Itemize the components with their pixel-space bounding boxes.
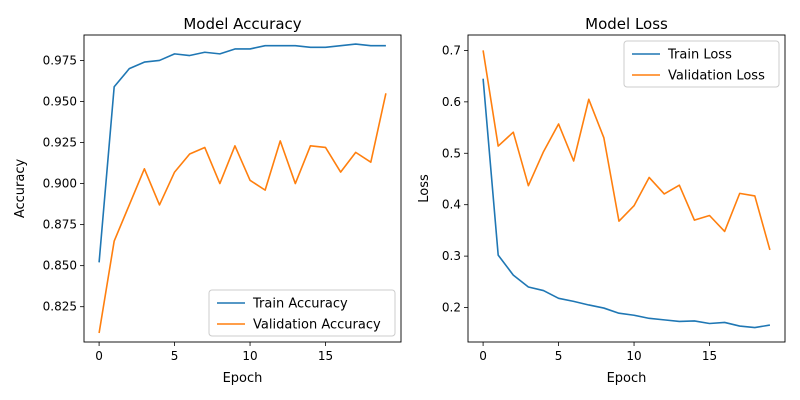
accuracy-x-tick-label: 15 [318, 349, 333, 363]
validation-loss-legend-label: Validation Loss [668, 69, 765, 84]
loss-x-tick-label: 0 [479, 349, 487, 363]
loss-y-ticks: 0.2 0.3 0.4 0.5 0.6 0.7 [442, 43, 468, 315]
validation-accuracy-legend-label: Validation Accuracy [253, 318, 381, 333]
accuracy-x-ticks: 0 5 10 15 [95, 342, 333, 363]
accuracy-plot-frame [83, 34, 402, 343]
loss-legend-box [623, 40, 780, 88]
loss-plot-frame [467, 34, 786, 343]
accuracy-y-tick-label: 0.850 [43, 259, 77, 273]
loss-legend: Train Loss Validation Loss [623, 40, 780, 88]
validation-loss-line [482, 50, 771, 251]
accuracy-y-tick-label: 0.900 [43, 177, 77, 191]
accuracy-legend: Train Accuracy Validation Accuracy [208, 289, 396, 337]
accuracy-x-tick-label: 0 [95, 349, 103, 363]
loss-series-lines [482, 50, 771, 329]
loss-y-tick-label: 0.6 [442, 95, 461, 109]
accuracy-y-axis-label: Accuracy [13, 159, 28, 219]
train-accuracy-line [98, 43, 386, 263]
accuracy-y-tick-label: 0.950 [43, 94, 77, 108]
loss-x-ticks: 0 5 10 15 [479, 342, 717, 363]
loss-x-tick-label: 10 [626, 349, 641, 363]
accuracy-y-ticks: 0.825 0.850 0.875 0.900 0.925 0.950 0.975 [43, 53, 84, 314]
train-accuracy-legend-label: Train Accuracy [252, 297, 348, 312]
accuracy-x-axis-label: Epoch [223, 371, 263, 386]
loss-x-tick-label: 15 [702, 349, 717, 363]
accuracy-legend-box [208, 289, 396, 337]
accuracy-x-tick-label: 10 [242, 349, 257, 363]
accuracy-y-tick-label: 0.925 [43, 136, 77, 150]
loss-y-tick-label: 0.4 [442, 198, 461, 212]
accuracy-y-tick-label: 0.875 [43, 218, 77, 232]
loss-y-tick-label: 0.5 [442, 146, 461, 160]
loss-y-tick-label: 0.3 [442, 249, 461, 263]
validation-accuracy-line [98, 93, 387, 334]
accuracy-series-lines [98, 43, 387, 334]
accuracy-chart: Model Accuracy Epoch Accuracy 0 5 10 15 0.8… [13, 15, 402, 386]
accuracy-y-tick-label: 0.975 [43, 53, 77, 67]
loss-y-tick-label: 0.2 [442, 301, 461, 315]
loss-chart-title: Model Loss [585, 15, 668, 33]
loss-x-axis-label: Epoch [607, 371, 647, 386]
loss-chart: Model Loss Epoch Loss 0 5 10 15 0.20.30.40.… [417, 15, 786, 386]
loss-y-axis-label: Loss [417, 174, 432, 203]
loss-y-tick-label: 0.7 [442, 43, 461, 57]
accuracy-chart-title: Model Accuracy [183, 15, 301, 33]
accuracy-x-tick-label: 5 [171, 349, 179, 363]
loss-x-tick-label: 5 [555, 349, 563, 363]
accuracy-y-tick-label: 0.825 [43, 300, 77, 314]
train-loss-legend-label: Train Loss [667, 48, 732, 63]
train-loss-line [482, 78, 771, 329]
